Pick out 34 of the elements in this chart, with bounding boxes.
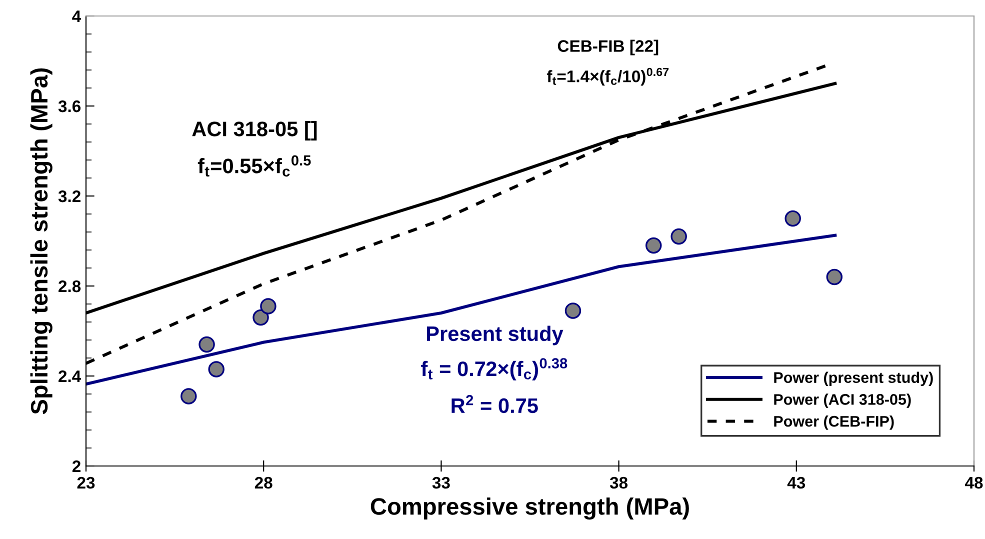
y-tick-label: 4 [72, 10, 82, 22]
point [670, 228, 687, 245]
annotation: R$^{2}$ = 0.75 [452, 394, 538, 414]
legend-label: Power (ACI 318-05) [774, 394, 911, 408]
annotation: CEB-FIB [22] [558, 40, 658, 56]
point [208, 361, 224, 378]
x-tick-label: 23 [77, 476, 95, 489]
x-tick-label: 38 [610, 476, 628, 489]
point [826, 268, 843, 286]
y-tick-label: 2.4 [58, 370, 82, 382]
legend-label: Power (present study) [774, 372, 933, 386]
point [180, 388, 197, 404]
point [564, 302, 582, 319]
annotation: f$_{t}$=0.55×f$_{c}$$^{0.5}$ [198, 155, 311, 177]
y-tick-label: 3.6 [58, 100, 81, 112]
annotation: f$_{t}$=1.4×(f$_{c}$/10)$^{0.67}$ [546, 68, 669, 86]
x-tick-label: 43 [787, 476, 806, 489]
y-axis-title: Splitting tensile strength (MPa) [30, 68, 52, 414]
x-tick-label: 48 [964, 476, 983, 489]
x-tick-label: 28 [254, 476, 272, 489]
legend-label: Power (CEB-FIP) [774, 416, 894, 430]
y-tick-label: 3.2 [58, 190, 80, 202]
annotation: f$_{t}$ = 0.72×(f$_{c}$)$^{0.38}$ [421, 358, 568, 380]
point [260, 298, 276, 314]
point [645, 237, 662, 254]
x-tick-label: 33 [432, 476, 450, 489]
y-tick-label: 2.8 [58, 280, 81, 292]
point [784, 210, 801, 227]
y-tick-label: 2 [72, 460, 80, 472]
point [198, 336, 215, 353]
annotation: Present study [426, 326, 564, 346]
annotation: ACI 318-05 [] [192, 121, 317, 140]
x-axis-title: Compressive strength (MPa) [370, 498, 689, 520]
point [252, 309, 269, 326]
